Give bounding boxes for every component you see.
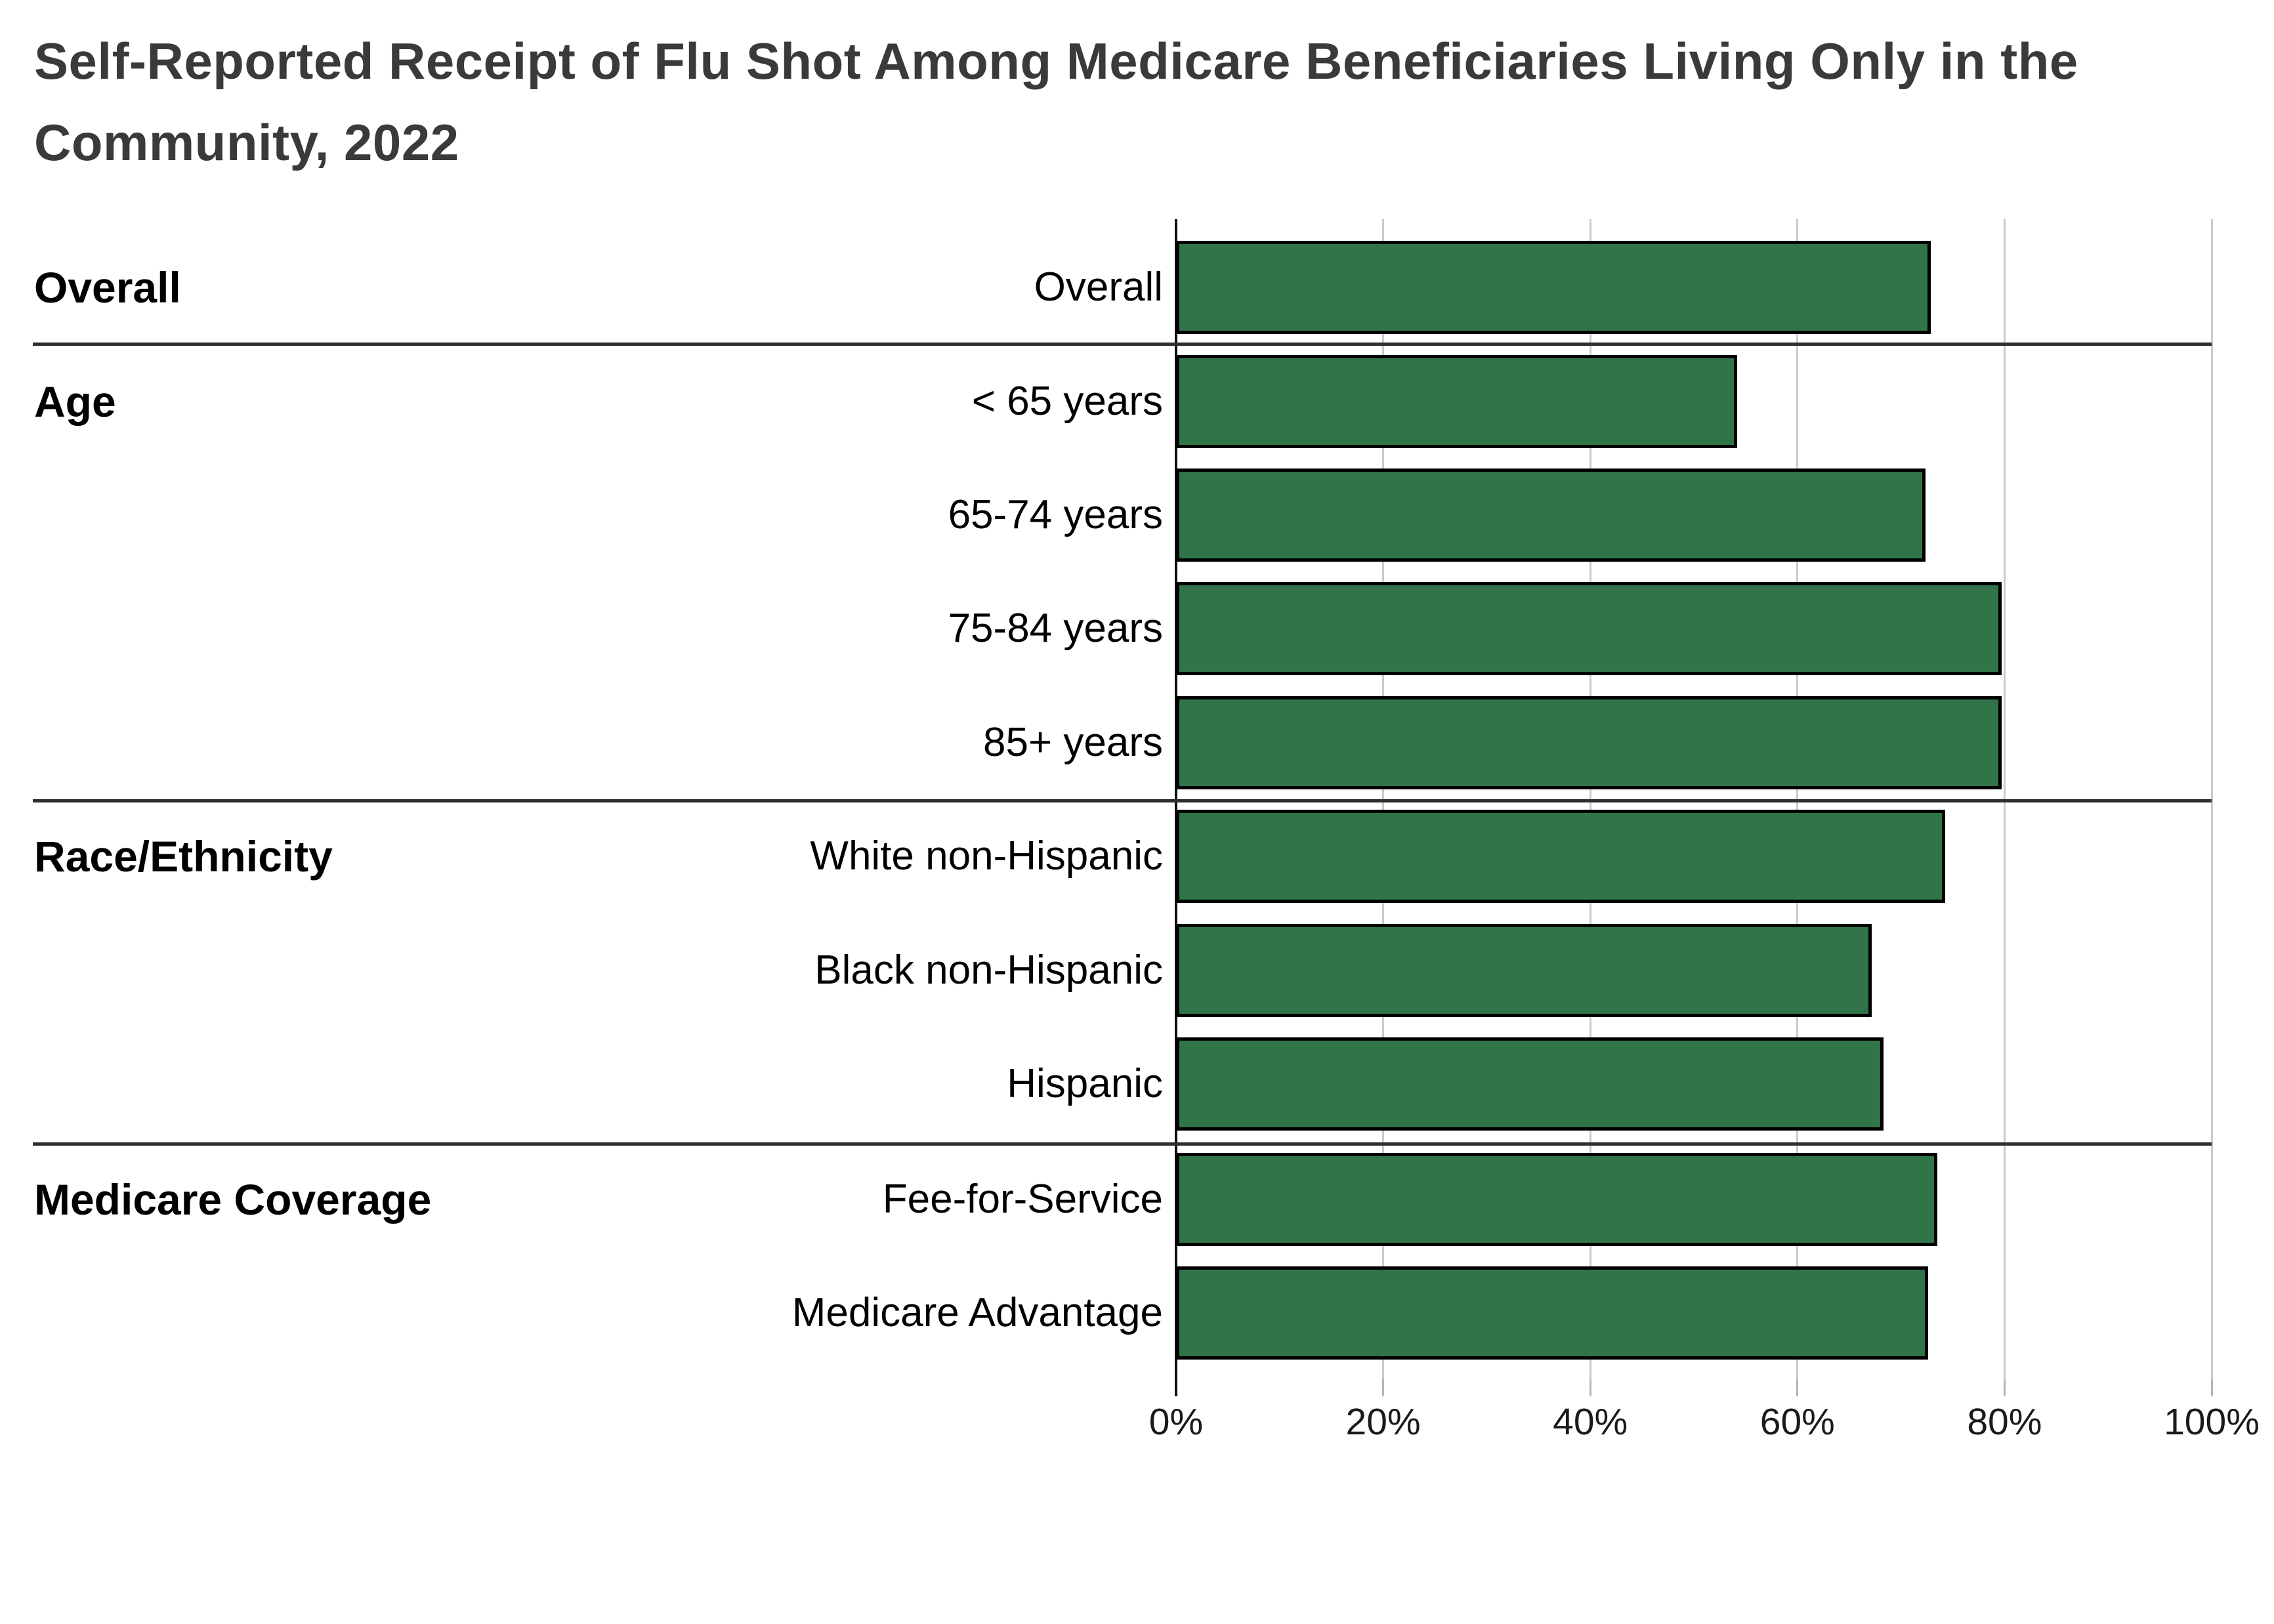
x-tick-label: 60% [1759,1401,1835,1443]
bar--65-years [1176,355,1737,448]
category-label: White non-Hispanic [810,833,1163,879]
tick-mark-40% [1589,1379,1591,1396]
tick-mark-60% [1796,1379,1799,1396]
group-label-age: Age [34,377,116,426]
bar-hispanic [1176,1037,1884,1131]
category-label: 85+ years [982,720,1163,765]
tick-mark-80% [2003,1379,2006,1396]
category-label: 65-74 years [948,492,1163,537]
gridline-100% [2210,219,2213,1379]
x-tick-label: 80% [1967,1401,2042,1443]
x-tick-label: 100% [2164,1401,2260,1443]
tick-mark-0% [1175,1379,1177,1396]
x-tick-label: 40% [1553,1401,1628,1443]
category-label: Medicare Advantage [791,1290,1163,1335]
bar-overall [1176,241,1931,334]
x-tick-label: 0% [1148,1401,1204,1443]
group-label-overall: Overall [34,263,181,312]
bar-black-non-hispanic [1176,924,1872,1017]
group-label-medicare-coverage: Medicare Coverage [34,1175,432,1224]
group-label-race-ethnicity: Race/Ethnicity [34,832,333,881]
category-label: < 65 years [971,379,1163,424]
chart-title-line-2: Community, 2022 [34,114,459,171]
bar-medicare-advantage [1176,1266,1928,1360]
bar-75-84-years [1176,582,2002,675]
bar-85-years [1176,696,2002,789]
tick-mark-20% [1382,1379,1385,1396]
bar-65-74-years [1176,468,1926,562]
category-label: Fee-for-Service [882,1176,1163,1222]
category-label: Black non-Hispanic [814,947,1163,993]
group-separator-line [33,1142,2212,1146]
x-tick-label: 20% [1345,1401,1421,1443]
category-label: Overall [1034,264,1163,310]
bar-fee-for-service [1176,1153,1937,1246]
group-separator-line [33,343,2212,346]
bar-white-non-hispanic [1176,810,1945,903]
category-label: 75-84 years [948,606,1163,651]
group-separator-line [33,799,2212,802]
tick-mark-100% [2210,1379,2213,1396]
chart-title-line-1: Self-Reported Receipt of Flu Shot Among … [34,32,2078,90]
category-label: Hispanic [1007,1061,1163,1106]
